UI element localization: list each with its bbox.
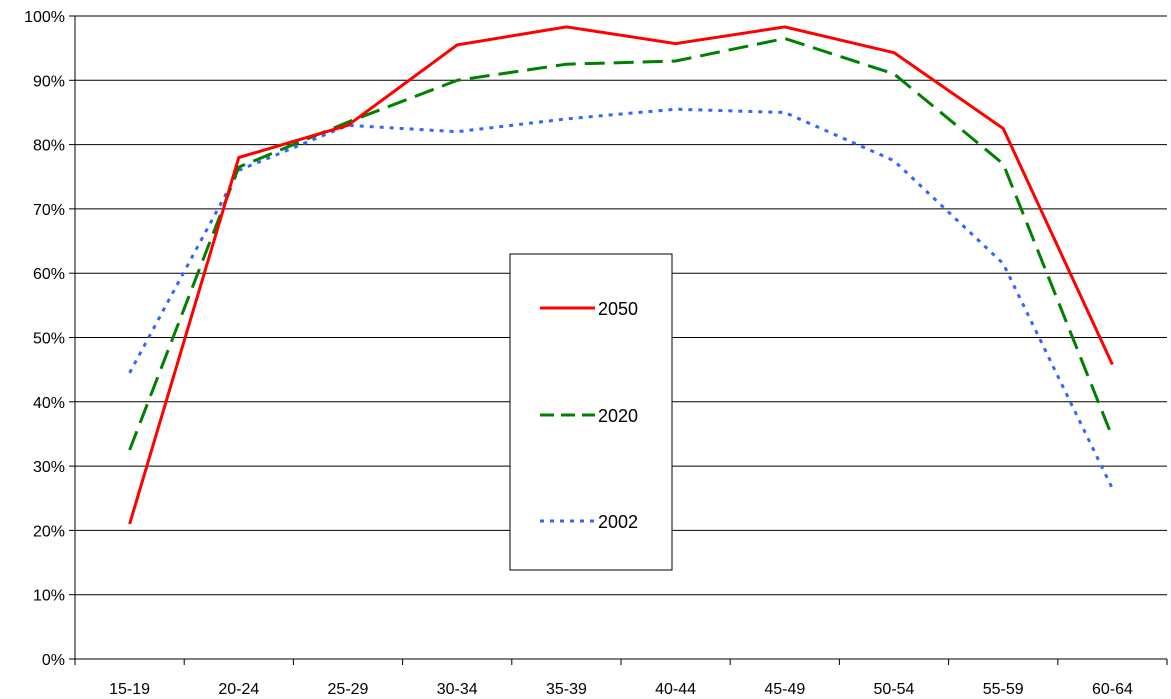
y-axis-ticks: 0% 10% 20% 30% 40% 50% 60% 70% 80% 90% 100%	[24, 9, 75, 669]
series-lines	[128, 25, 1114, 525]
x-axis-ticks: 15-19 20-24 25-29 30-34 35-39 40-44 45-49 50-54…	[74, 659, 1168, 698]
legend: 2050 2020 2002	[509, 253, 673, 571]
x-tick-label: 60-64	[1092, 681, 1133, 698]
y-tick-label: 30%	[33, 459, 65, 476]
series-line-2020	[128, 36, 1114, 451]
series-line-2002	[128, 107, 1114, 490]
legend-label-2050: 2050	[598, 299, 638, 319]
y-tick-label: 40%	[33, 395, 65, 412]
y-tick-label: 20%	[33, 523, 65, 540]
x-tick-label: 15-19	[109, 681, 150, 698]
y-tick-label: 0%	[42, 652, 65, 669]
x-tick-label: 40-44	[655, 681, 696, 698]
x-tick-label: 55-59	[983, 681, 1024, 698]
y-tick-label: 70%	[33, 202, 65, 219]
x-tick-label: 30-34	[437, 681, 478, 698]
x-tick-label: 25-29	[328, 681, 369, 698]
y-tick-label: 90%	[33, 73, 65, 90]
y-tick-label: 10%	[33, 588, 65, 605]
y-tick-label: 50%	[33, 331, 65, 348]
legend-label-2002: 2002	[598, 512, 638, 532]
y-tick-label: 60%	[33, 266, 65, 283]
x-tick-label: 50-54	[874, 681, 915, 698]
x-tick-label: 20-24	[218, 681, 259, 698]
legend-box	[509, 253, 673, 571]
y-tick-label: 80%	[33, 138, 65, 155]
x-tick-label: 45-49	[764, 681, 805, 698]
legend-label-2020: 2020	[598, 406, 638, 426]
y-tick-label: 100%	[24, 9, 65, 26]
series-line-2050	[128, 25, 1114, 525]
x-tick-label: 35-39	[546, 681, 587, 698]
